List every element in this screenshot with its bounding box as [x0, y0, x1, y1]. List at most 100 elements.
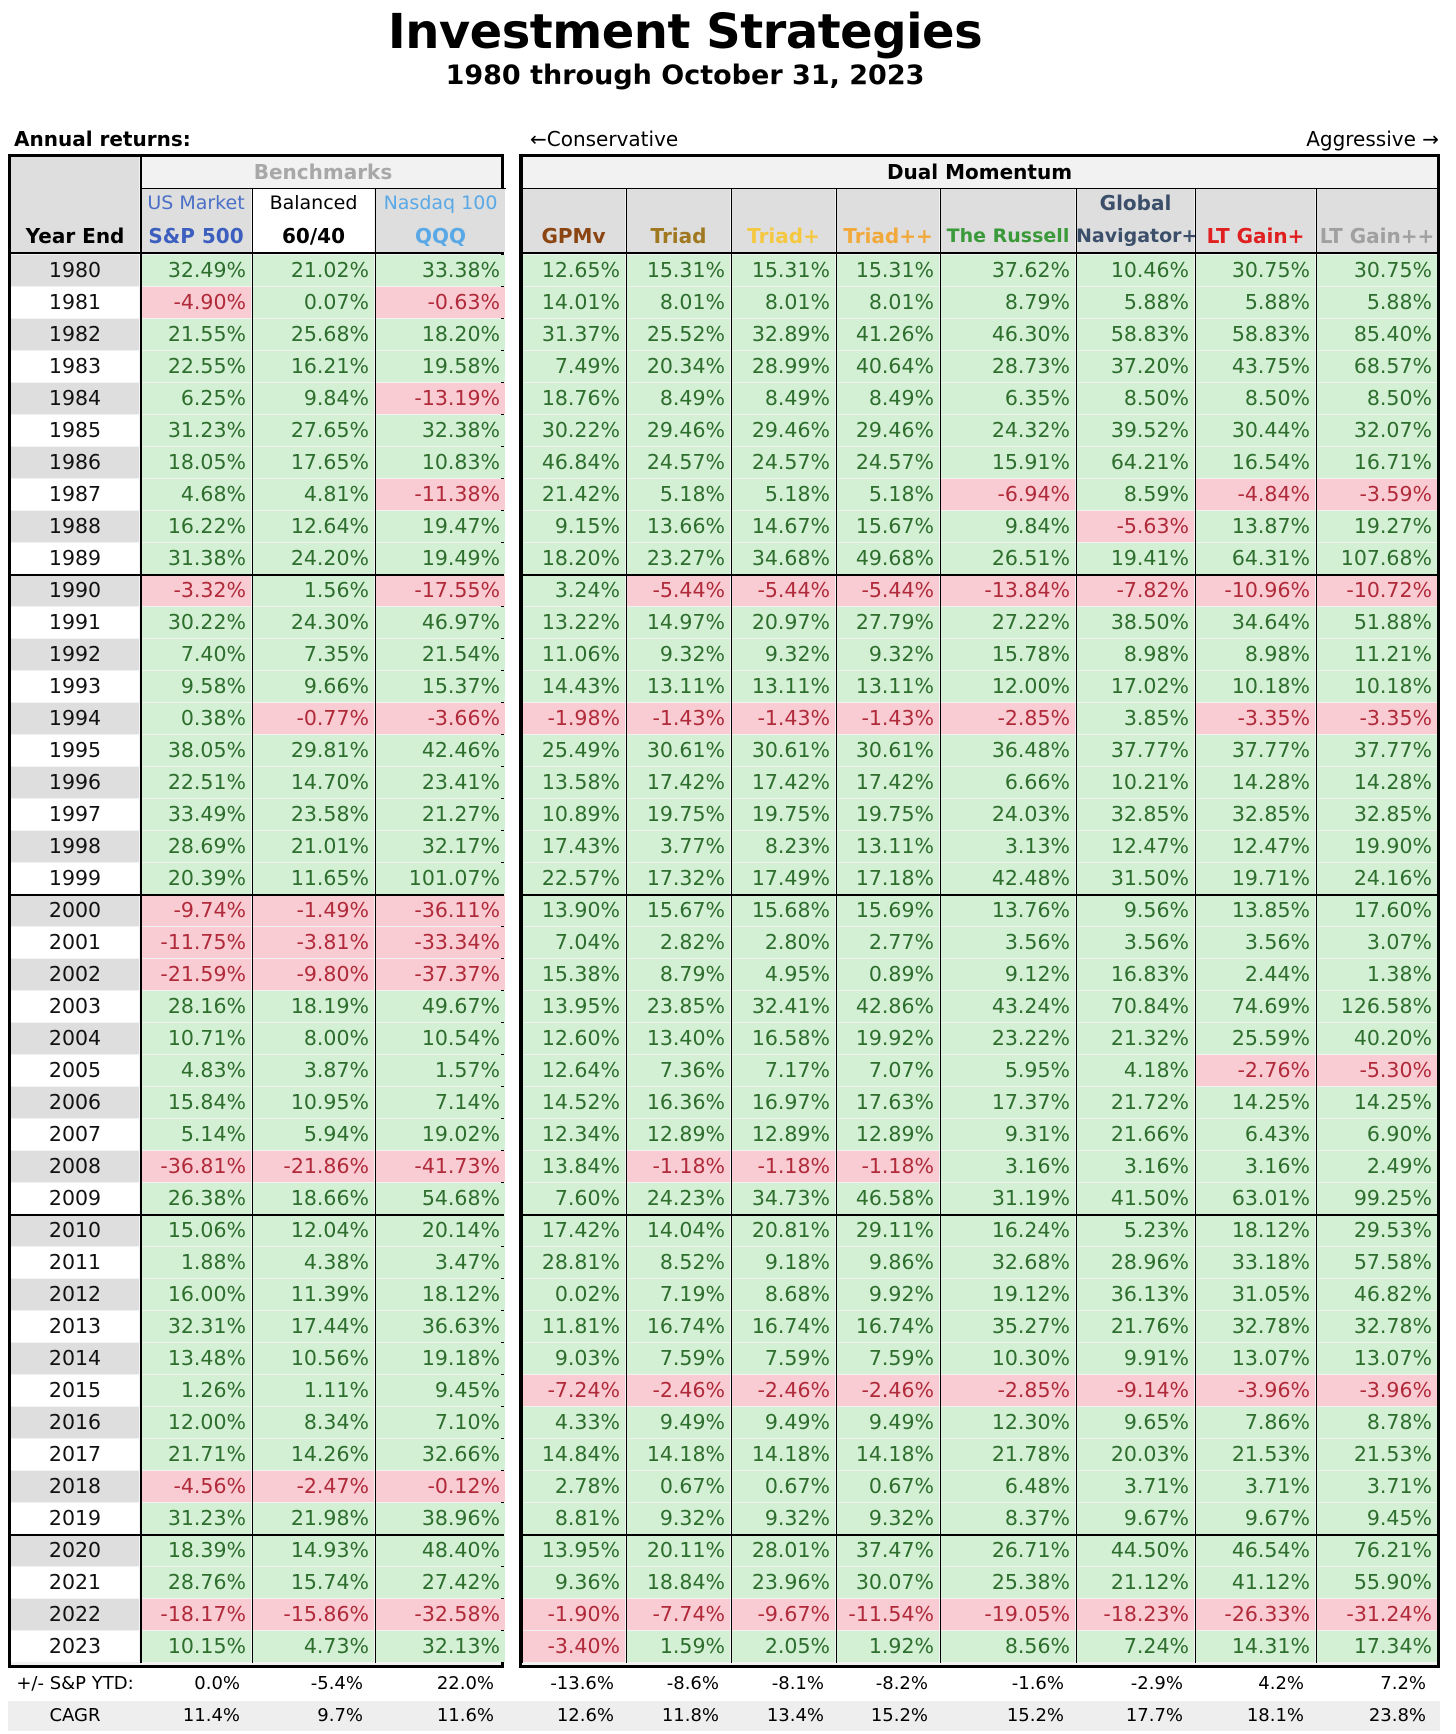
return-cell: 17.18%	[837, 863, 939, 894]
return-cell: 8.79%	[627, 959, 730, 990]
return-cell: 0.07%	[253, 287, 374, 318]
return-cell: 3.16%	[1196, 1151, 1315, 1182]
return-cell: -37.37%	[376, 959, 505, 990]
grid-vline	[836, 188, 837, 1663]
year-cell: 1994	[11, 703, 139, 734]
return-cell: 14.04%	[627, 1215, 730, 1246]
return-cell: 14.70%	[253, 767, 374, 798]
return-cell: 15.38%	[522, 959, 625, 990]
return-cell: 0.89%	[837, 959, 939, 990]
return-cell: 16.74%	[627, 1311, 730, 1342]
column-subtitle-2: Balanced	[269, 192, 358, 214]
return-cell: 58.83%	[1196, 319, 1315, 350]
grid-vline	[1195, 188, 1196, 1663]
return-cell: 24.16%	[1317, 863, 1437, 894]
return-cell: 20.39%	[141, 863, 251, 894]
return-cell: -10.96%	[1196, 575, 1315, 606]
return-cell: 3.77%	[627, 831, 730, 862]
return-cell: 11.06%	[522, 639, 625, 670]
return-cell: 21.02%	[253, 255, 374, 286]
year-cell: 1986	[11, 447, 139, 478]
return-cell: 37.20%	[1077, 351, 1194, 382]
return-cell: 3.87%	[253, 1055, 374, 1086]
column-subtitle-9: Global	[1099, 191, 1172, 215]
return-cell: -3.96%	[1317, 1375, 1437, 1406]
return-cell: 34.73%	[732, 1183, 835, 1214]
return-cell: -9.14%	[1077, 1375, 1194, 1406]
return-cell: 6.90%	[1317, 1119, 1437, 1150]
footer-value: 23.8%	[1368, 1705, 1426, 1726]
return-cell: 12.00%	[141, 1407, 251, 1438]
return-cell: -18.23%	[1077, 1599, 1194, 1630]
return-cell: 8.34%	[253, 1407, 374, 1438]
footer-value: 15.2%	[870, 1705, 928, 1726]
footer-label: +/- S&P YTD:	[16, 1673, 134, 1694]
return-cell: 9.45%	[376, 1375, 505, 1406]
return-cell: 31.37%	[522, 319, 625, 350]
return-cell: 12.65%	[522, 255, 625, 286]
return-cell: 14.52%	[522, 1087, 625, 1118]
group-header-rule	[140, 188, 506, 189]
return-cell: -7.24%	[522, 1375, 625, 1406]
return-cell: 10.89%	[522, 799, 625, 830]
return-cell: 68.57%	[1317, 351, 1437, 382]
return-cell: 6.43%	[1196, 1119, 1315, 1150]
return-cell: 14.01%	[522, 287, 625, 318]
return-cell: 6.35%	[941, 383, 1075, 414]
return-cell: -2.46%	[732, 1375, 835, 1406]
year-cell: 1985	[11, 415, 139, 446]
return-cell: 19.27%	[1317, 511, 1437, 542]
return-cell: 15.31%	[627, 255, 730, 286]
return-cell: 31.50%	[1077, 863, 1194, 894]
return-cell: 7.19%	[627, 1279, 730, 1310]
return-cell: 18.39%	[141, 1535, 251, 1566]
return-cell: 29.53%	[1317, 1215, 1437, 1246]
return-cell: 7.04%	[522, 927, 625, 958]
return-cell: 31.38%	[141, 543, 251, 574]
return-cell: 3.56%	[941, 927, 1075, 958]
return-cell: 24.20%	[253, 543, 374, 574]
return-cell: 1.11%	[253, 1375, 374, 1406]
year-cell: 1996	[11, 767, 139, 798]
return-cell: 43.24%	[941, 991, 1075, 1022]
return-cell: 6.48%	[941, 1471, 1075, 1502]
return-cell: 2.49%	[1317, 1151, 1437, 1182]
return-cell: 11.65%	[253, 863, 374, 894]
return-cell: 17.42%	[837, 767, 939, 798]
return-cell: 9.32%	[837, 639, 939, 670]
return-cell: 14.84%	[522, 1439, 625, 1470]
return-cell: 15.91%	[941, 447, 1075, 478]
return-cell: 7.10%	[376, 1407, 505, 1438]
return-cell: 43.75%	[1196, 351, 1315, 382]
return-cell: 28.01%	[732, 1535, 835, 1566]
return-cell: 13.11%	[627, 671, 730, 702]
column-header-10	[1196, 189, 1315, 252]
return-cell: 37.47%	[837, 1535, 939, 1566]
return-cell: 19.75%	[732, 799, 835, 830]
year-cell: 2005	[11, 1055, 139, 1086]
return-cell: 18.12%	[1196, 1215, 1315, 1246]
return-cell: 19.02%	[376, 1119, 505, 1150]
return-cell: -3.66%	[376, 703, 505, 734]
return-cell: 32.85%	[1077, 799, 1194, 830]
return-cell: 4.95%	[732, 959, 835, 990]
return-cell: 55.90%	[1317, 1567, 1437, 1598]
return-cell: 17.42%	[627, 767, 730, 798]
footer-row	[8, 1669, 1440, 1699]
return-cell: -17.55%	[376, 575, 505, 606]
return-cell: 13.95%	[522, 1535, 625, 1566]
return-cell: 14.28%	[1317, 767, 1437, 798]
return-cell: 21.76%	[1077, 1311, 1194, 1342]
return-cell: 21.78%	[941, 1439, 1075, 1470]
return-cell: 20.11%	[627, 1535, 730, 1566]
return-cell: 15.67%	[627, 895, 730, 926]
return-cell: 9.31%	[941, 1119, 1075, 1150]
return-cell: 30.75%	[1317, 255, 1437, 286]
year-cell: 2011	[11, 1247, 139, 1278]
return-cell: 5.23%	[1077, 1215, 1194, 1246]
footer-value: 4.2%	[1258, 1673, 1304, 1694]
return-cell: 17.37%	[941, 1087, 1075, 1118]
return-cell: 23.96%	[732, 1567, 835, 1598]
year-cell: 2000	[11, 895, 139, 926]
return-cell: -10.72%	[1317, 575, 1437, 606]
